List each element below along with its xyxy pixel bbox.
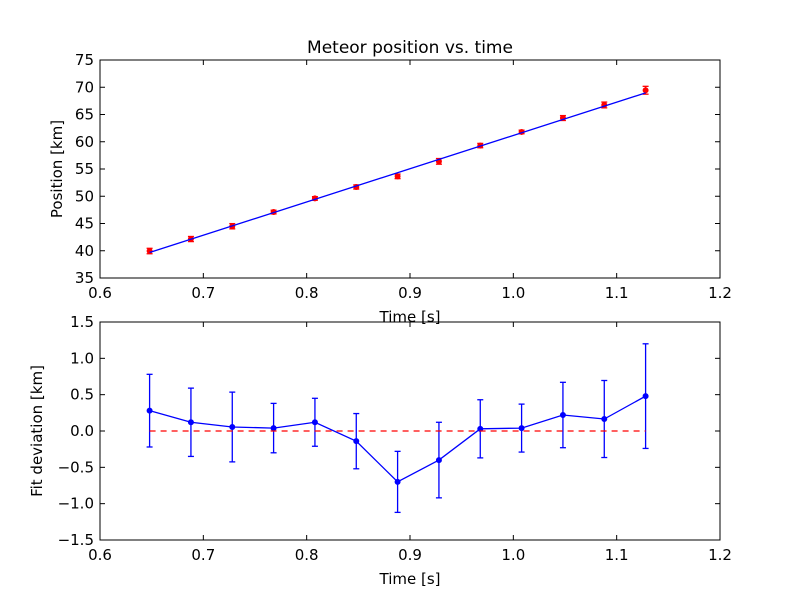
data-point	[146, 407, 153, 414]
y-tick-label: 45	[75, 215, 94, 233]
data-point	[394, 478, 401, 485]
y-tick-label: 0.0	[70, 422, 94, 440]
position-chart: Meteor position vs. time 0.6 0.7 0.8 0.9 1.0…	[48, 38, 732, 326]
data-point	[270, 425, 277, 432]
data-point	[146, 248, 153, 255]
plot-area	[146, 343, 649, 514]
x-tick-label: 0.7	[191, 284, 215, 302]
x-tick-label: 0.8	[295, 546, 319, 564]
plot-area	[146, 85, 649, 255]
x-tick-label: 0.9	[398, 284, 422, 302]
fit-deviation-chart: 0.6 0.7 0.8 0.9 1.0 1.1 1.2 −1.5 −1.0 −0.5 0.0 0.5 1…	[28, 313, 732, 588]
x-tick-label: 1.1	[605, 546, 629, 564]
y-tick-label: 65	[75, 106, 94, 124]
y-tick-label: 70	[75, 78, 94, 96]
y-tick-label: 1.0	[70, 349, 94, 367]
x-tick-label: 0.6	[88, 284, 112, 302]
y-tick-label: 60	[75, 133, 94, 151]
chart-title: Meteor position vs. time	[307, 38, 513, 58]
y-tick-label: 75	[75, 51, 94, 69]
x-tick-label: 1.2	[708, 546, 732, 564]
x-tick-label: 0.8	[295, 284, 319, 302]
data-point	[394, 173, 401, 180]
y-tick-label: −1.0	[58, 495, 94, 513]
y-tick-label: 40	[75, 242, 94, 260]
data-point	[642, 393, 649, 400]
data-point	[187, 419, 194, 426]
data-point	[353, 438, 360, 445]
data-point	[559, 412, 566, 419]
y-axis-label: Fit deviation [km]	[28, 365, 46, 497]
data-point	[601, 416, 608, 423]
y-tick-label: −1.5	[58, 531, 94, 549]
x-tick-label: 1.0	[501, 546, 525, 564]
y-tick-label: 0.5	[70, 386, 94, 404]
x-tick-label: 0.6	[88, 546, 112, 564]
data-point	[518, 425, 525, 432]
ticks: 0.6 0.7 0.8 0.9 1.0 1.1 1.2 −1.5 −1.0 −0.5 0.0 0.5 1…	[58, 313, 732, 564]
ticks: 0.6 0.7 0.8 0.9 1.0 1.1 1.2 35 40 45 50 55 60 65 70 75	[75, 51, 732, 302]
y-axis-label: Position [km]	[48, 120, 66, 218]
y-tick-label: 55	[75, 160, 94, 178]
y-tick-label: −0.5	[58, 458, 94, 476]
x-tick-label: 0.7	[191, 546, 215, 564]
data-point	[435, 457, 442, 464]
y-tick-label: 50	[75, 187, 94, 205]
y-tick-label: 1.5	[70, 313, 94, 331]
data-point	[311, 419, 318, 426]
fit-line	[149, 92, 646, 254]
x-axis-label: Time [s]	[379, 570, 441, 588]
data-point	[229, 424, 236, 431]
x-tick-label: 0.9	[398, 546, 422, 564]
x-tick-label: 1.2	[708, 284, 732, 302]
x-tick-label: 1.1	[605, 284, 629, 302]
x-tick-label: 1.0	[501, 284, 525, 302]
data-point	[642, 87, 649, 94]
y-tick-label: 35	[75, 269, 94, 287]
